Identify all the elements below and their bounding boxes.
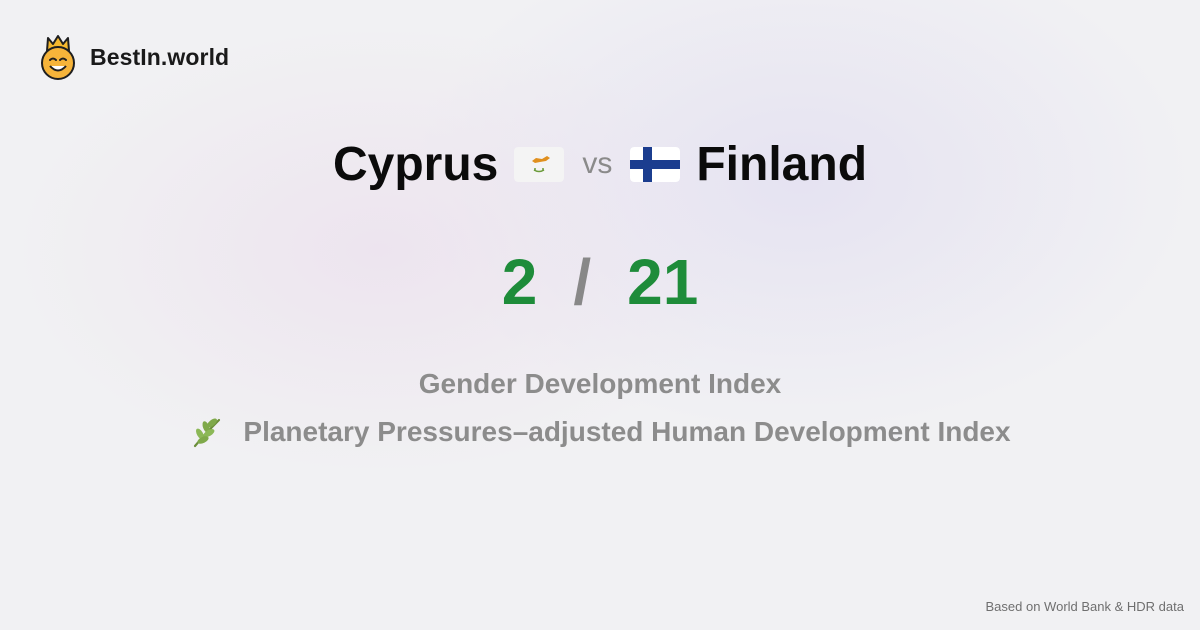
right-country-name: Finland — [696, 137, 868, 191]
primary-metric-label: Gender Development Index — [418, 368, 782, 399]
finland-flag-icon — [630, 146, 681, 182]
brand-name: BestIn.world — [90, 43, 230, 70]
secondary-metric: Planetary Pressures–adjusted Human Devel… — [0, 410, 1200, 454]
secondary-metric-label: Planetary Pressures–adjusted Human Devel… — [243, 416, 1011, 447]
vs-label: vs — [582, 147, 613, 180]
leaf-sprig-icon — [194, 418, 221, 448]
brand[interactable]: BestIn.world — [38, 34, 229, 80]
left-score: 2 — [501, 246, 538, 318]
cyprus-flag-icon — [514, 146, 565, 182]
comparison-title: Cyprus vs Finland — [0, 132, 1200, 196]
primary-metric: Gender Development Index — [0, 364, 1200, 404]
data-source-footnote: Based on World Bank & HDR data — [985, 599, 1184, 614]
left-country-name: Cyprus — [332, 137, 499, 191]
score-row: 2 / 21 — [0, 240, 1200, 324]
smiling-crown-emoji-icon — [41, 35, 75, 80]
score-separator: / — [573, 246, 592, 318]
right-score: 21 — [627, 246, 699, 318]
